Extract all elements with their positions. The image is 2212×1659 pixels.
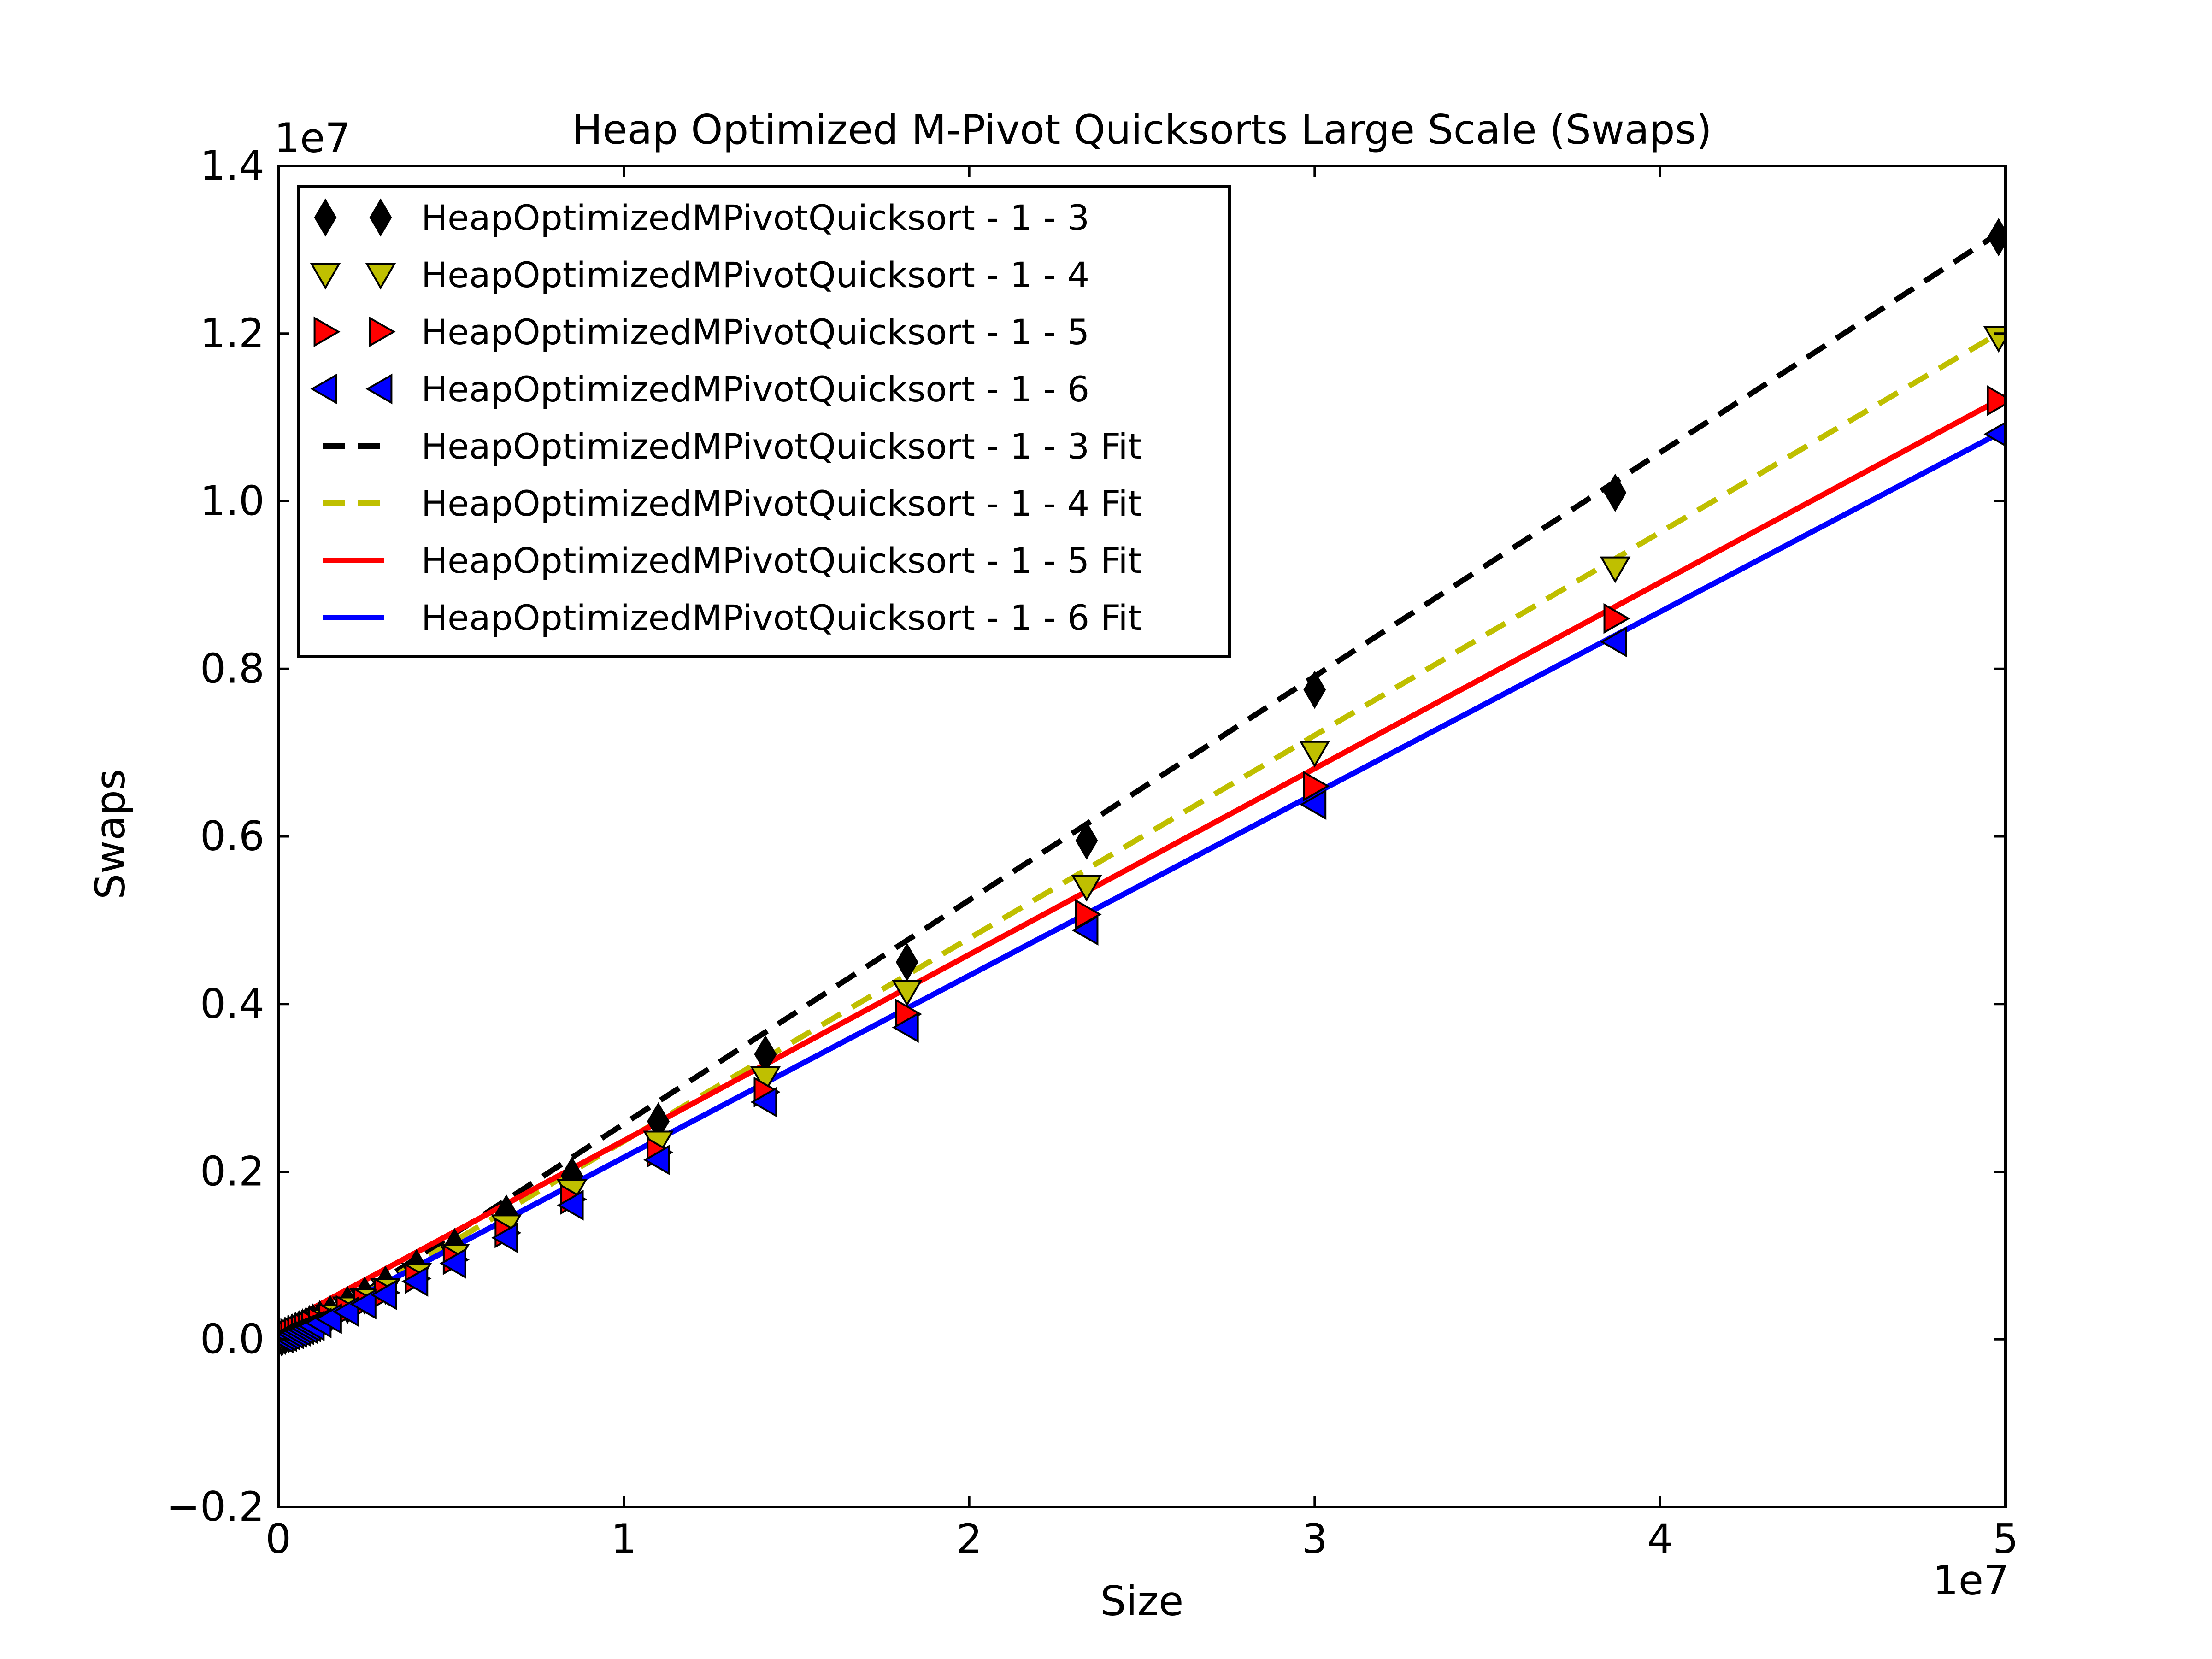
x-offset-label: 1e7: [1933, 1557, 2009, 1604]
series-3-point: [1603, 603, 1630, 634]
legend-item: HeapOptimizedMPivotQuicksort - 1 - 3 Fit: [323, 426, 1141, 467]
series-2-point: [891, 980, 923, 1007]
legend-marker: [365, 263, 396, 290]
y-axis-label: Swaps: [87, 769, 134, 899]
x-tick-label: 4: [1647, 1515, 1673, 1563]
y-tick-label: 0.4: [200, 980, 265, 1028]
series-4-point: [1071, 915, 1099, 946]
legend-item: HeapOptimizedMPivotQuicksort - 1 - 5 Fit: [323, 540, 1141, 581]
series-2-point: [1071, 875, 1102, 902]
legend-label: HeapOptimizedMPivotQuicksort - 1 - 6: [421, 369, 1089, 410]
legend-marker: [369, 198, 392, 237]
plot-frame: [277, 165, 2007, 1508]
series-4-point: [557, 1189, 584, 1221]
legend-item: HeapOptimizedMPivotQuicksort - 1 - 3: [314, 197, 1089, 238]
series-4-point: [1600, 626, 1627, 658]
legend-item: HeapOptimizedMPivotQuicksort - 1 - 4: [310, 254, 1089, 295]
series-1-point: [1604, 473, 1627, 512]
series-4-point: [1300, 789, 1327, 820]
legend-marker: [310, 373, 337, 405]
series-2-point: [1600, 556, 1631, 583]
legend-marker: [365, 373, 393, 405]
legend-item: HeapOptimizedMPivotQuicksort - 1 - 6 Fit: [323, 597, 1141, 638]
y-tick-label: 0.0: [200, 1315, 265, 1363]
y-tick-label: 0.6: [200, 812, 265, 860]
series-4-point: [643, 1144, 670, 1176]
series-3-point: [1987, 385, 2006, 416]
series-3-point: [1303, 771, 1330, 802]
legend-marker: [369, 316, 396, 347]
x-tick-label: 3: [1302, 1515, 1328, 1563]
y-tick-label: 0.2: [200, 1148, 265, 1195]
series-4-point: [370, 1279, 397, 1311]
y-tick-label: 1.0: [200, 477, 265, 525]
series-1-point: [895, 943, 918, 982]
series-4-point: [491, 1222, 518, 1253]
series-2-point: [750, 1066, 781, 1093]
series-1-point: [1303, 671, 1326, 709]
y-tick-label: 1.2: [200, 310, 265, 357]
x-tick-label: 5: [1993, 1515, 2018, 1563]
y-tick-label: −0.2: [166, 1483, 265, 1530]
legend-label: HeapOptimizedMPivotQuicksort - 1 - 4 Fit: [421, 483, 1141, 524]
series-1-point: [1075, 821, 1098, 860]
x-axis-label: Size: [1100, 1577, 1184, 1625]
legend-item: HeapOptimizedMPivotQuicksort - 1 - 6: [310, 369, 1089, 410]
series-4-point: [401, 1266, 429, 1297]
legend-label: HeapOptimizedMPivotQuicksort - 1 - 5: [421, 312, 1089, 353]
legend-marker: [310, 263, 341, 290]
legend-item: HeapOptimizedMPivotQuicksort - 1 - 5: [313, 312, 1089, 353]
legend-label: HeapOptimizedMPivotQuicksort - 1 - 3 Fit: [421, 426, 1141, 467]
plot-area: [278, 218, 2006, 1357]
series-4-point: [439, 1248, 466, 1279]
legend-label: HeapOptimizedMPivotQuicksort - 1 - 5 Fit: [421, 540, 1141, 581]
legend-marker: [314, 198, 337, 237]
series-4-point: [349, 1288, 377, 1320]
chart-title: Heap Optimized M-Pivot Quicksorts Large …: [572, 106, 1712, 153]
x-tick-label: 1: [611, 1515, 637, 1563]
x-tick-label: 0: [265, 1515, 291, 1563]
y-offset-label: 1e7: [274, 114, 351, 162]
legend-label: HeapOptimizedMPivotQuicksort - 1 - 6 Fit: [421, 597, 1141, 638]
legend-item: HeapOptimizedMPivotQuicksort - 1 - 4 Fit: [323, 483, 1141, 524]
legend-label: HeapOptimizedMPivotQuicksort - 1 - 3: [421, 197, 1089, 238]
series-4-point: [1983, 421, 2006, 447]
fit-line-1: [278, 226, 2006, 1350]
series-4-point: [892, 1012, 919, 1043]
legend-label: HeapOptimizedMPivotQuicksort - 1 - 4: [421, 254, 1089, 295]
series-4-point: [750, 1087, 777, 1118]
y-tick-label: 0.8: [200, 645, 265, 692]
series-2-point: [1299, 741, 1330, 768]
legend: HeapOptimizedMPivotQuicksort - 1 - 3 Heap…: [297, 185, 1231, 658]
legend-box: [297, 185, 1231, 658]
y-tick-label: 1.4: [200, 142, 265, 189]
legend-marker: [313, 316, 341, 347]
x-tick-label: 2: [956, 1515, 982, 1563]
